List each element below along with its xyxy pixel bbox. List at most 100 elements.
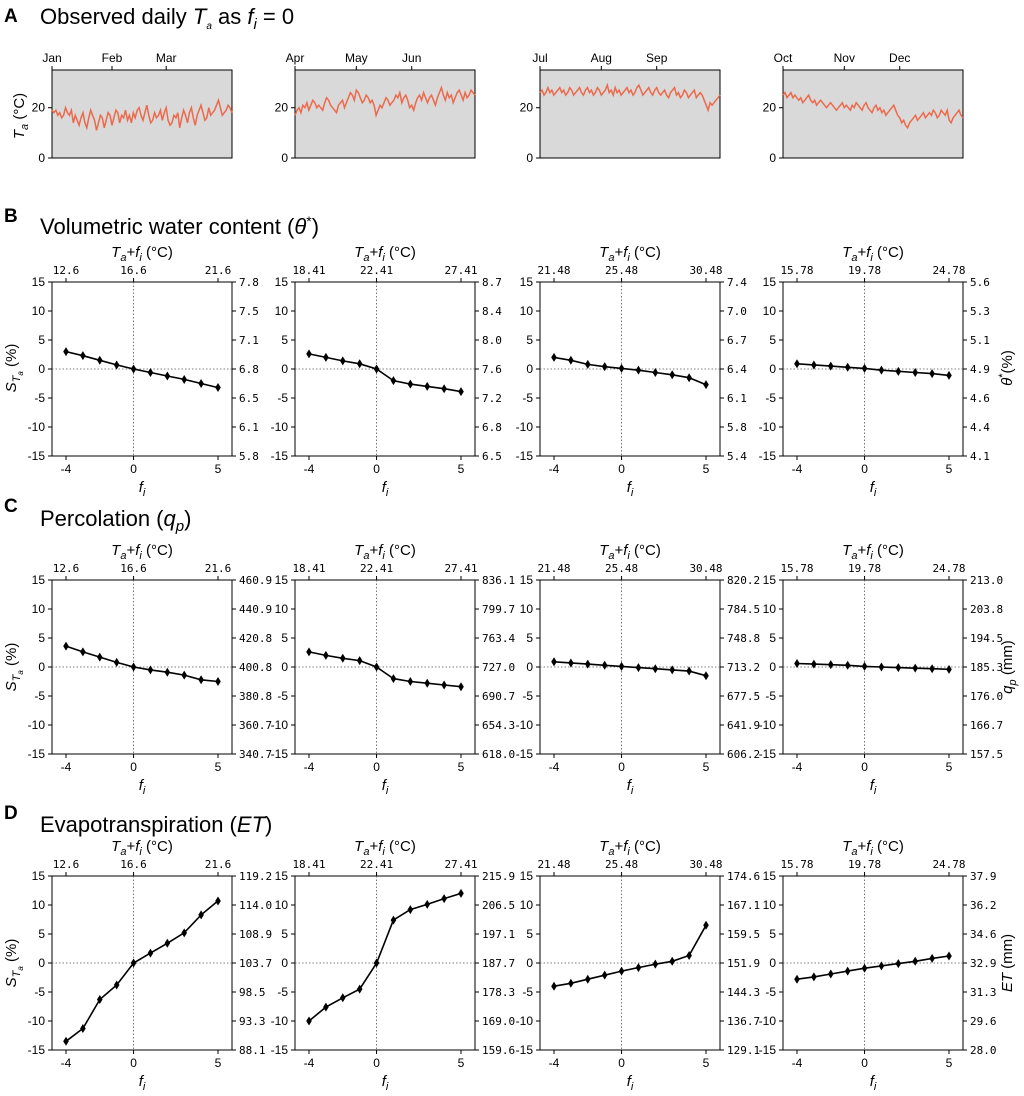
right-tick-label: 4.6 bbox=[970, 392, 990, 405]
bottom-axis-label: fi bbox=[627, 1073, 634, 1093]
data-point bbox=[215, 677, 221, 686]
data-point bbox=[946, 370, 952, 380]
right-tick-label: 440.9 bbox=[239, 603, 272, 616]
theta-axis-label: θ*(%) bbox=[997, 350, 1016, 386]
data-point bbox=[946, 951, 952, 961]
plot-b-3: 21.48 -4 25.48 0 30.48 5 Ta+fi (°C) fi -15 -10 -5 0… bbox=[516, 244, 748, 499]
data-point bbox=[424, 678, 431, 688]
right-tick-label: 6.1 bbox=[727, 392, 747, 405]
left-tick-label: 5 bbox=[526, 333, 533, 347]
left-tick-label: 15 bbox=[275, 275, 289, 289]
top-tick-label: 22.41 bbox=[360, 264, 393, 277]
plot-c-4: 15.78 -4 19.78 0 24.78 5 Ta+fi (°C) fi -15 -10 -5 0… bbox=[759, 542, 1003, 797]
left-tick-label: 0 bbox=[769, 362, 776, 376]
data-point bbox=[703, 671, 709, 681]
left-tick-label: -15 bbox=[516, 747, 534, 761]
right-tick-label: 748.8 bbox=[727, 632, 760, 645]
left-tick-label: 15 bbox=[275, 869, 289, 883]
plot-c-2: 18.41 -4 22.41 0 27.41 5 Ta+fi (°C) fi -15 -10 -5 0… bbox=[271, 542, 516, 797]
right-tick-label: 167.1 bbox=[727, 899, 760, 912]
right-tick-label: 108.9 bbox=[239, 928, 272, 941]
left-tick-label: -5 bbox=[34, 689, 45, 703]
right-tick-label: 206.5 bbox=[482, 899, 515, 912]
left-tick-label: -15 bbox=[28, 1043, 46, 1057]
left-tick-label: -15 bbox=[516, 449, 534, 463]
data-point bbox=[130, 958, 137, 968]
plot-frame bbox=[539, 69, 721, 159]
right-tick-label: 400.8 bbox=[239, 661, 272, 674]
top-tick-label: 21.48 bbox=[537, 562, 570, 575]
data-point bbox=[198, 675, 204, 685]
left-tick-label: 0 bbox=[38, 660, 45, 674]
top-axis-label: Ta+fi (°C) bbox=[599, 838, 661, 858]
right-tick-label: 7.4 bbox=[727, 276, 747, 289]
data-point bbox=[551, 352, 557, 362]
data-point bbox=[618, 661, 625, 671]
right-tick-label: 8.4 bbox=[482, 305, 502, 318]
y-tick-label: 20 bbox=[763, 101, 777, 115]
right-tick-label: 6.7 bbox=[727, 334, 747, 347]
top-tick-label: 30.48 bbox=[689, 562, 722, 575]
left-tick-label: -10 bbox=[271, 718, 289, 732]
left-tick-label: -15 bbox=[759, 747, 777, 761]
plot-b-2: 18.41 -4 22.41 0 27.41 5 Ta+fi (°C) fi -15 -10 -5 0… bbox=[271, 244, 503, 499]
right-tick-label: 119.2 bbox=[239, 870, 272, 883]
bottom-tick-label: 5 bbox=[946, 462, 953, 476]
right-tick-label: 169.0 bbox=[482, 1015, 515, 1028]
y-tick-label: 0 bbox=[281, 151, 288, 165]
bottom-tick-label: 5 bbox=[703, 1056, 710, 1070]
top-tick-label: 22.41 bbox=[360, 858, 393, 871]
left-tick-label: 5 bbox=[38, 927, 45, 941]
et-axis-label: ET (mm) bbox=[999, 934, 1016, 992]
data-point bbox=[827, 660, 834, 670]
data-point bbox=[895, 366, 902, 376]
data-point bbox=[441, 680, 447, 690]
bottom-tick-label: -4 bbox=[61, 1056, 72, 1070]
left-tick-label: 0 bbox=[526, 362, 533, 376]
right-tick-label: 166.7 bbox=[970, 719, 1003, 732]
top-tick-label: 16.6 bbox=[120, 858, 147, 871]
bottom-axis-label: fi bbox=[870, 777, 877, 797]
bottom-tick-label: 0 bbox=[373, 760, 380, 774]
y-tick-label: 0 bbox=[38, 151, 45, 165]
right-tick-label: 5.1 bbox=[970, 334, 990, 347]
left-tick-label: -5 bbox=[522, 985, 533, 999]
right-tick-label: 606.2 bbox=[727, 748, 760, 761]
right-tick-label: 93.3 bbox=[239, 1015, 266, 1028]
left-tick-label: -15 bbox=[759, 1043, 777, 1057]
right-tick-label: 4.4 bbox=[970, 421, 990, 434]
plot-frame bbox=[782, 69, 964, 159]
right-tick-label: 103.7 bbox=[239, 957, 272, 970]
sensitivity-series-line bbox=[65, 645, 219, 683]
data-point bbox=[80, 647, 86, 657]
right-tick-label: 654.3 bbox=[482, 719, 515, 732]
right-tick-label: 6.5 bbox=[239, 392, 259, 405]
month-label: May bbox=[345, 51, 368, 65]
top-tick-label: 12.6 bbox=[53, 264, 80, 277]
month-label: Jul bbox=[532, 51, 547, 65]
data-point bbox=[407, 379, 414, 389]
data-point bbox=[181, 928, 188, 938]
top-tick-label: 22.41 bbox=[360, 562, 393, 575]
left-tick-label: 5 bbox=[769, 927, 776, 941]
sensitivity-series-line bbox=[308, 892, 462, 1022]
left-tick-label: 15 bbox=[32, 275, 46, 289]
left-tick-label: 10 bbox=[520, 602, 534, 616]
right-tick-label: 178.3 bbox=[482, 986, 515, 999]
plot-frame bbox=[294, 875, 476, 1051]
y-tick-label: 20 bbox=[520, 101, 534, 115]
top-tick-label: 19.78 bbox=[848, 562, 881, 575]
left-tick-label: -5 bbox=[34, 985, 45, 999]
top-tick-label: 25.48 bbox=[605, 858, 638, 871]
left-tick-label: -15 bbox=[28, 747, 46, 761]
plot-frame bbox=[51, 875, 233, 1051]
month-label: Jan bbox=[42, 51, 61, 65]
left-tick-label: -10 bbox=[516, 1014, 534, 1028]
data-point bbox=[844, 362, 851, 372]
right-tick-label: 157.5 bbox=[970, 748, 1003, 761]
left-tick-label: 0 bbox=[526, 660, 533, 674]
sensitivity-series-line bbox=[553, 356, 707, 386]
data-point bbox=[339, 356, 346, 366]
panel-letter-c: C bbox=[4, 496, 18, 517]
bottom-axis-label: fi bbox=[139, 777, 146, 797]
